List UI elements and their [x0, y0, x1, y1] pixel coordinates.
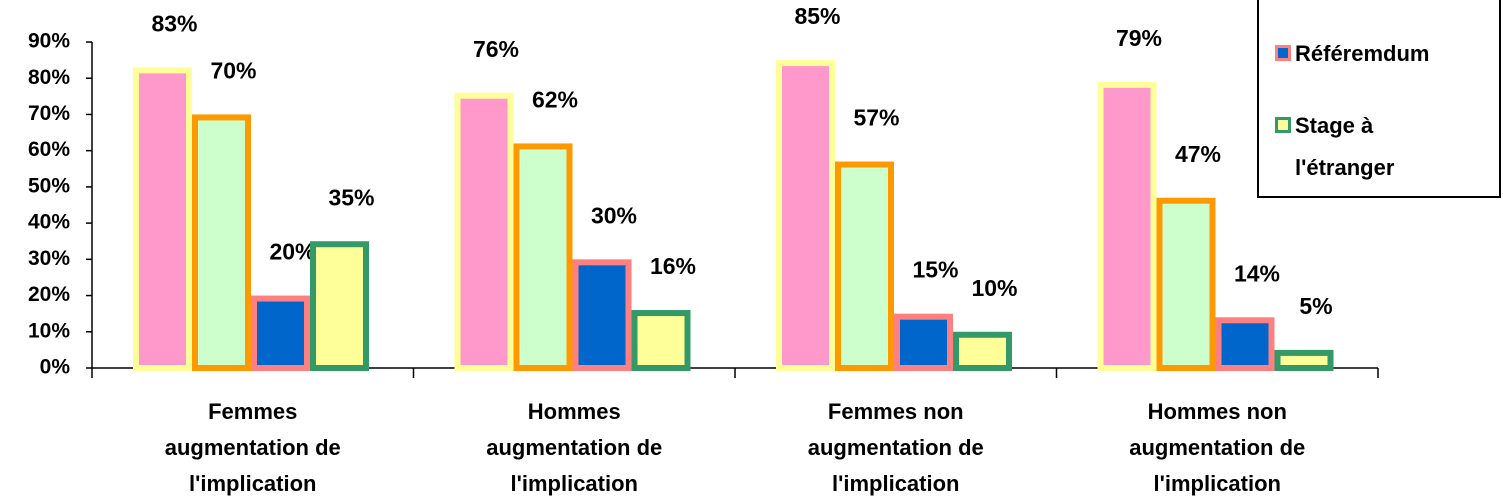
y-tick-label: 20%: [28, 283, 70, 306]
bar: [1215, 317, 1275, 371]
bar: [133, 67, 192, 371]
data-label: 14%: [1234, 260, 1280, 286]
x-tick-label: l'implication: [832, 471, 959, 496]
y-tick-label: 50%: [28, 174, 70, 197]
y-tick-label: 40%: [28, 211, 70, 234]
legend-label: Stage à l'étranger: [1295, 113, 1395, 180]
y-tick-label: 10%: [28, 319, 70, 342]
data-label: 83%: [151, 10, 197, 36]
y-tick-label: 30%: [28, 247, 70, 270]
data-label: 62%: [532, 87, 578, 113]
bar: [1097, 81, 1157, 371]
data-label: 76%: [473, 36, 519, 62]
bar: [894, 313, 953, 371]
bar: [310, 241, 369, 372]
x-tick-label: augmentation de: [486, 435, 662, 460]
bar: [1274, 349, 1334, 371]
bar: [572, 259, 632, 372]
legend-entry: Stage à l'étranger: [1275, 105, 1445, 189]
data-label: 15%: [912, 257, 958, 283]
legend-label: Référemdum: [1295, 41, 1430, 66]
data-label: 47%: [1175, 141, 1221, 167]
bar: [192, 114, 251, 371]
legend-entry: Référemdum: [1275, 33, 1445, 75]
data-label: 35%: [328, 184, 374, 210]
y-tick-label: 0%: [40, 356, 71, 379]
bar: [513, 143, 573, 371]
x-tick-label: l'implication: [511, 471, 638, 496]
data-label: 57%: [853, 105, 899, 131]
data-label: 16%: [650, 253, 696, 279]
data-label: 70%: [210, 58, 256, 84]
x-tick-label: augmentation de: [808, 435, 984, 460]
y-tick-label: 80%: [28, 66, 70, 89]
x-tick-label: Hommes: [528, 399, 621, 424]
bar: [1156, 197, 1216, 371]
y-tick-label: 90%: [28, 30, 70, 53]
data-label: 79%: [1116, 25, 1162, 51]
data-label: 5%: [1299, 293, 1332, 319]
x-tick-label: l'implication: [1154, 471, 1281, 496]
bar: [776, 60, 835, 371]
y-tick-label: 60%: [28, 138, 70, 161]
x-tick-label: l'implication: [189, 471, 316, 496]
bar: [454, 92, 514, 371]
x-tick-label: Femmes non: [828, 399, 964, 424]
bar: [631, 310, 691, 371]
x-tick-label: augmentation de: [1129, 435, 1305, 460]
data-label: 30%: [591, 202, 637, 228]
data-label: 85%: [794, 3, 840, 29]
legend-swatch: [1275, 117, 1291, 133]
legend-swatch: [1275, 45, 1291, 61]
data-label: 20%: [269, 239, 315, 265]
bar: [835, 161, 894, 371]
y-tick-label: 70%: [28, 102, 70, 125]
x-tick-label: augmentation de: [165, 435, 341, 460]
data-label: 10%: [971, 275, 1017, 301]
bar: [251, 295, 310, 371]
bar: [953, 331, 1012, 371]
x-tick-label: Hommes non: [1148, 399, 1287, 424]
legend: Référemdum Stage à l'étranger: [1257, 0, 1501, 198]
x-tick-label: Femmes: [208, 399, 297, 424]
